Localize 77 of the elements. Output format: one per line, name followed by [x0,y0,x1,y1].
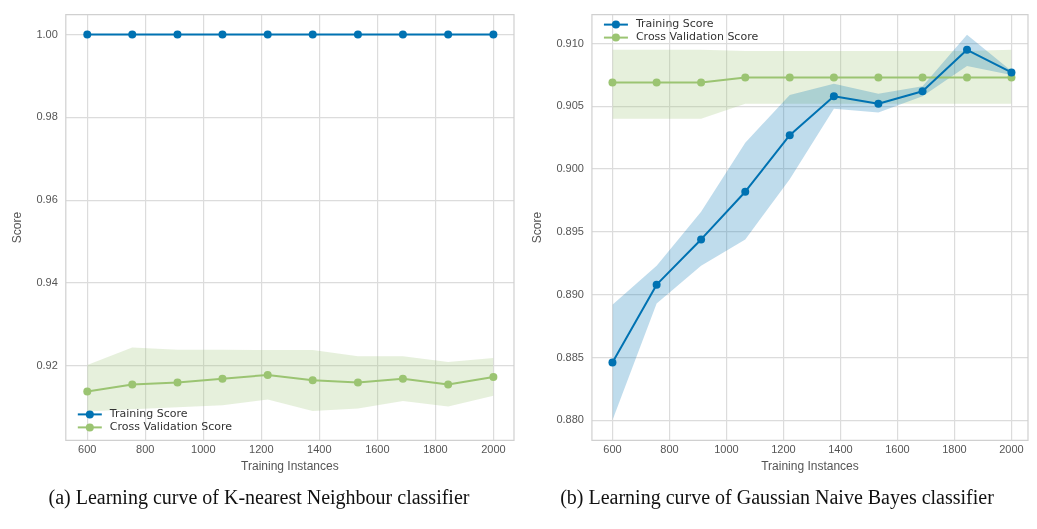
x-tick-label: 1600 [885,443,910,456]
text: (a) Learning curve of K-nearest Neighbour classifier [47,486,471,509]
point [1007,68,1016,77]
point [785,73,794,82]
y-axis-title: Score [529,211,544,244]
point [308,30,317,39]
x-axis-title: Training Instances [241,459,339,474]
x-tick-label: 1800 [942,443,967,456]
point [697,78,706,87]
point [128,30,137,39]
point [918,87,927,96]
y-tick-label: 0.94 [36,276,58,289]
legend-label: Training Score [108,407,188,421]
y-tick-label: 0.880 [556,413,584,426]
y-tick-label: 0.96 [36,193,58,206]
x-tick-label: 800 [136,443,155,456]
point [83,387,92,396]
x-tick-label: 1600 [365,443,390,456]
y-tick-label: 0.900 [556,162,584,175]
point [963,45,972,54]
y-tick-label: 0.895 [556,224,584,237]
point [829,92,838,101]
x-tick-label: 1000 [191,443,216,456]
x-axis-title: Training Instances [761,459,859,474]
point [963,73,972,82]
point [608,358,617,367]
point [608,78,617,87]
y-tick-label: 0.910 [556,36,584,49]
point [263,30,272,39]
point [398,374,407,383]
point [697,235,706,244]
point [353,378,362,387]
x-tick-label: 2000 [999,443,1024,456]
point [444,30,453,39]
y-tick-label: 0.885 [556,350,584,363]
x-tick-label: 1000 [714,443,739,456]
point [652,78,661,87]
x-tick-label: 800 [660,443,679,456]
point [444,380,453,389]
y-tick-label: 0.92 [36,358,58,371]
point [218,30,227,39]
x-tick-label: 1400 [307,443,332,456]
legend-label: Cross Validation Score [635,30,759,44]
point [353,30,362,39]
point [308,376,317,385]
y-tick-label: 0.98 [36,110,58,123]
y-tick-label: 0.905 [556,99,584,112]
legend-label: Cross Validation Score [109,420,233,434]
point [489,30,498,39]
text: (b) Learning curve of Gaussian Naive Bayes classifier [559,486,995,509]
point [173,30,182,39]
y-axis-title: Score [9,211,24,244]
x-tick-label: 600 [78,443,97,456]
point [263,370,272,379]
point [785,131,794,140]
point [874,73,883,82]
y-tick-label: 1.00 [36,27,58,40]
point [741,73,750,82]
legend-label: Training Score [634,17,714,31]
x-tick-label: 1200 [771,443,796,456]
point [218,374,227,383]
x-tick-label: 1200 [249,443,274,456]
point [489,373,498,382]
point [918,73,927,82]
point [829,73,838,82]
point [173,378,182,387]
x-tick-label: 1800 [423,443,448,456]
point [83,30,92,39]
y-tick-label: 0.890 [556,287,584,300]
point [398,30,407,39]
point [652,280,661,289]
x-tick-label: 600 [603,443,622,456]
x-tick-label: 2000 [481,443,506,456]
point [128,380,137,389]
point [741,187,750,196]
point [874,99,883,108]
x-tick-label: 1400 [828,443,853,456]
